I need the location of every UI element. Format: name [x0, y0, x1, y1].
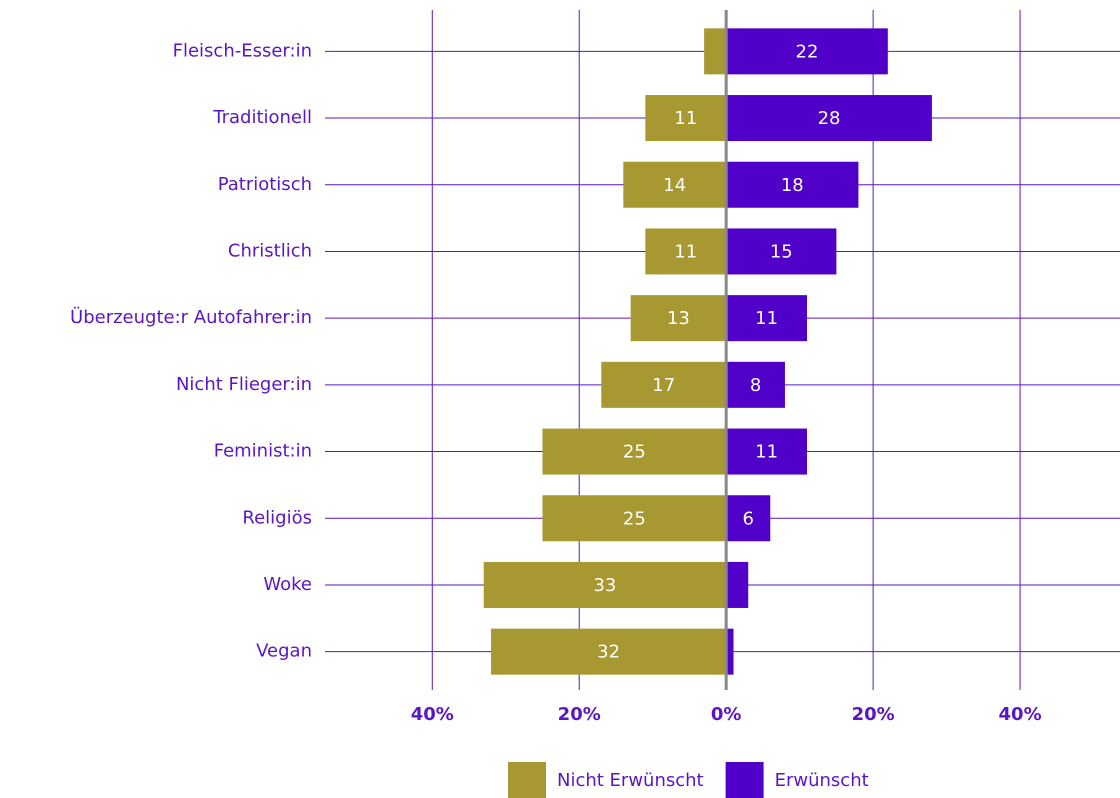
value-label: 11 — [674, 108, 697, 129]
value-label: 22 — [796, 41, 819, 62]
bar — [726, 28, 888, 75]
value-label: 28 — [818, 108, 841, 129]
bar — [645, 228, 727, 275]
value-label: 14 — [663, 175, 686, 196]
x-tick-label: 20% — [558, 704, 601, 725]
bar — [726, 95, 932, 142]
x-tick-label: 40% — [999, 704, 1042, 725]
bar — [726, 495, 771, 542]
y-tick-label: Patriotisch — [218, 174, 312, 195]
bar — [645, 95, 727, 142]
bar — [630, 295, 727, 342]
value-label: 25 — [623, 442, 646, 463]
bar — [726, 228, 837, 275]
value-label: 11 — [674, 241, 697, 262]
value-label: 32 — [597, 642, 620, 663]
y-tick-label: Woke — [263, 574, 312, 595]
bar — [726, 361, 785, 408]
bar — [491, 628, 727, 675]
value-label: 13 — [667, 308, 690, 329]
y-tick-label: Vegan — [256, 641, 312, 662]
legend-label: Nicht Erwünscht — [557, 770, 704, 791]
y-tick-label: Traditionell — [212, 107, 312, 128]
value-label: 17 — [652, 375, 675, 396]
legend-swatch — [508, 762, 546, 798]
bar — [623, 161, 727, 208]
y-tick-label: Nicht Flieger:in — [176, 374, 312, 395]
bar — [483, 561, 727, 608]
bar — [726, 561, 749, 608]
y-tick-label: Fleisch-Esser:in — [173, 40, 312, 61]
x-tick-label: 40% — [411, 704, 454, 725]
bar — [542, 428, 727, 475]
y-tick-label: Christlich — [228, 240, 312, 261]
legend-label: Erwünscht — [775, 770, 869, 791]
x-tick-label: 20% — [852, 704, 895, 725]
bar — [704, 28, 727, 75]
value-label: 33 — [593, 575, 616, 596]
bar — [726, 161, 859, 208]
value-label: 25 — [623, 508, 646, 529]
y-tick-label: Religiös — [242, 507, 312, 528]
value-label: 11 — [755, 442, 778, 463]
bar — [726, 628, 734, 675]
bar — [542, 495, 727, 542]
value-label: 6 — [742, 508, 753, 529]
bar — [726, 428, 807, 475]
value-label: 15 — [770, 241, 793, 262]
value-label: 8 — [750, 375, 761, 396]
value-label: 18 — [781, 175, 804, 196]
x-tick-label: 0% — [711, 704, 742, 725]
bar — [726, 295, 807, 342]
y-tick-label: Feminist:in — [214, 441, 312, 462]
bar — [601, 361, 727, 408]
value-label: 11 — [755, 308, 778, 329]
legend-swatch — [725, 762, 764, 798]
y-tick-label: Überzeugte:r Autofahrer:in — [70, 306, 312, 328]
